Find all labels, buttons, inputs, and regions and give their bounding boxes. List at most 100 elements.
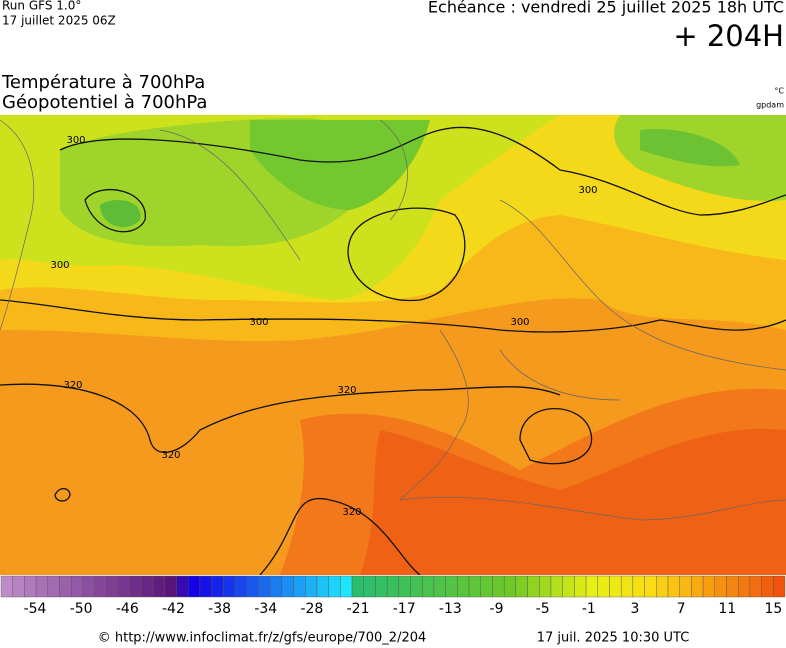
source: © http://www.infoclimat.fr/z/gfs/europe/… bbox=[98, 631, 427, 646]
colorbar-swatch bbox=[644, 575, 657, 598]
contour-label: 300 bbox=[66, 135, 85, 146]
colorbar-swatch bbox=[12, 575, 25, 598]
colorbar-label: 7 bbox=[677, 601, 686, 617]
colorbar-label: -28 bbox=[300, 601, 323, 617]
title-geopotential: Géopotentiel à 700hPa bbox=[2, 92, 207, 113]
colorbar-swatch bbox=[503, 575, 517, 598]
colorbar-swatch bbox=[59, 575, 72, 598]
colorbar-swatch bbox=[445, 575, 458, 598]
contour-labels: 300 300 300 300 300 320 320 320 320 bbox=[50, 135, 597, 518]
colorbar-label: 15 bbox=[764, 601, 782, 617]
colorbar-swatch bbox=[656, 575, 669, 598]
colorbar-swatch bbox=[71, 575, 84, 598]
colorbar-swatch bbox=[129, 575, 142, 598]
colorbar-swatch bbox=[562, 575, 575, 598]
unit-geopotential: gpdam bbox=[756, 101, 784, 110]
colorbar-label: -13 bbox=[439, 601, 462, 617]
contour-label: 320 bbox=[63, 380, 82, 391]
colorbar-label: 11 bbox=[718, 601, 736, 617]
colorbar-swatch bbox=[468, 575, 481, 598]
colorbar-swatch bbox=[667, 575, 680, 598]
colorbar-swatch bbox=[539, 575, 552, 598]
colorbar-swatch bbox=[410, 575, 423, 598]
colorbar-swatch bbox=[422, 575, 435, 598]
colorbar-swatch bbox=[574, 575, 587, 598]
colorbar-swatch bbox=[47, 575, 60, 598]
colorbar-label: -17 bbox=[393, 601, 416, 617]
colorbar-swatch bbox=[398, 575, 411, 598]
unit-temperature: °C bbox=[774, 87, 784, 96]
colorbar-swatch bbox=[597, 575, 610, 598]
colorbar-swatch bbox=[761, 575, 774, 598]
run-date: 17 juillet 2025 06Z bbox=[2, 14, 116, 28]
colorbar-swatch bbox=[492, 575, 505, 598]
map: 300 300 300 300 300 320 320 320 320 bbox=[0, 115, 786, 575]
contour-label: 300 bbox=[249, 317, 268, 328]
colorbar-swatch bbox=[609, 575, 622, 598]
colorbar-label: -9 bbox=[490, 601, 504, 617]
colorbar-swatch bbox=[632, 575, 645, 598]
colorbar-swatch bbox=[351, 575, 364, 598]
colorbar-swatch bbox=[24, 575, 37, 598]
colorbar-swatch bbox=[328, 575, 341, 598]
colorbar-swatch bbox=[386, 575, 400, 598]
contour-label: 320 bbox=[337, 385, 356, 396]
colorbar-swatch bbox=[550, 575, 563, 598]
colorbar-swatch bbox=[199, 575, 212, 598]
colorbar-label: -54 bbox=[24, 601, 47, 617]
colorbar-swatch bbox=[515, 575, 528, 598]
colorbar-label: -42 bbox=[162, 601, 185, 617]
colorbar-swatch bbox=[737, 575, 751, 598]
colorbar-swatch bbox=[749, 575, 762, 598]
contour-label: 300 bbox=[50, 260, 69, 271]
colorbar-swatch bbox=[433, 575, 446, 598]
colorbar: -54 -50 -46 -42 -38 -34 -28 -21 -17 -13 -9 -5 -1 3 7 11… bbox=[0, 575, 786, 617]
colorbar-swatch bbox=[702, 575, 715, 598]
colorbar-swatch bbox=[281, 575, 294, 598]
colorbar-swatch bbox=[363, 575, 376, 598]
colorbar-swatch bbox=[234, 575, 247, 598]
colorbar-swatch bbox=[94, 575, 107, 598]
colorbar-swatch bbox=[480, 575, 493, 598]
issued: 17 juil. 2025 10:30 UTC bbox=[537, 631, 690, 646]
colorbar-swatch bbox=[305, 575, 318, 598]
colorbar-swatch bbox=[269, 575, 283, 598]
colorbar-swatch bbox=[164, 575, 177, 598]
colorbar-swatch bbox=[106, 575, 119, 598]
colorbar-swatch bbox=[223, 575, 236, 598]
colorbar-swatch bbox=[679, 575, 692, 598]
colorbar-swatch bbox=[620, 575, 634, 598]
run-label: Run GFS 1.0° bbox=[2, 0, 81, 13]
colorbar-swatch bbox=[726, 575, 739, 598]
colorbar-label: 3 bbox=[630, 601, 639, 617]
colorbar-swatch bbox=[0, 575, 13, 598]
colorbar-swatch bbox=[340, 575, 353, 598]
colorbar-swatch bbox=[82, 575, 95, 598]
colorbar-label: -5 bbox=[536, 601, 550, 617]
colorbar-swatch bbox=[176, 575, 189, 598]
colorbar-swatch bbox=[211, 575, 224, 598]
contour-label: 300 bbox=[510, 317, 529, 328]
contour-label: 300 bbox=[578, 185, 597, 196]
colorbar-label: -38 bbox=[208, 601, 231, 617]
colorbar-swatch bbox=[585, 575, 598, 598]
colorbar-label: -50 bbox=[70, 601, 93, 617]
colorbar-label: -34 bbox=[254, 601, 277, 617]
colorbar-swatch bbox=[527, 575, 540, 598]
forecast-time: Echéance : vendredi 25 juillet 2025 18h … bbox=[428, 0, 784, 17]
colorbar-swatch bbox=[316, 575, 329, 598]
colorbar-swatch bbox=[714, 575, 727, 598]
colorbar-label: -21 bbox=[347, 601, 370, 617]
colorbar-swatch bbox=[691, 575, 704, 598]
colorbar-swatch bbox=[773, 575, 786, 598]
title-temperature: Température à 700hPa bbox=[1, 72, 205, 93]
colorbar-swatch bbox=[457, 575, 470, 598]
colorbar-swatch bbox=[188, 575, 201, 598]
contour-label: 320 bbox=[161, 450, 180, 461]
colorbar-label: -46 bbox=[116, 601, 139, 617]
colorbar-swatch bbox=[375, 575, 388, 598]
colorbar-swatch bbox=[117, 575, 130, 598]
colorbar-swatch bbox=[141, 575, 154, 598]
